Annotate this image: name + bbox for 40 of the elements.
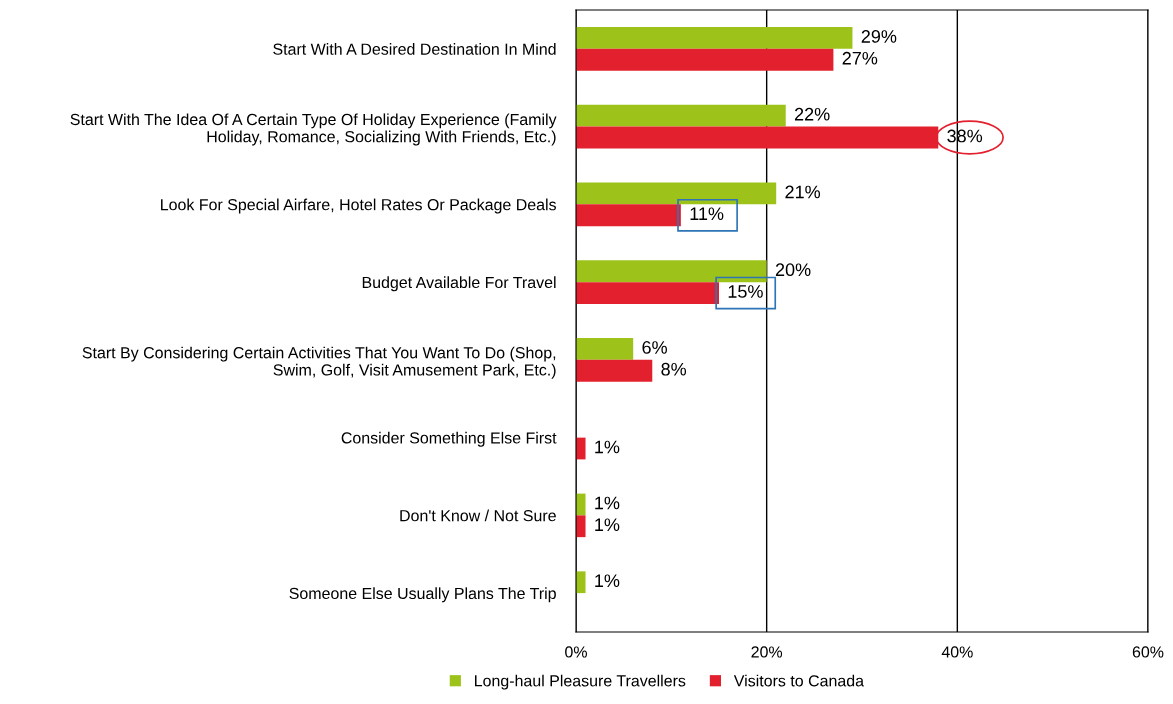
bar (576, 27, 853, 49)
data-label: 1% (595, 440, 620, 454)
y-tick-label: Look For Special Airfare, Hotel Rates Or Package Deals (161, 198, 556, 214)
bar (576, 437, 586, 460)
data-label: 29% (861, 30, 897, 43)
data-label: 22% (794, 107, 830, 121)
data-label: 27% (842, 51, 878, 65)
data-label: 20% (775, 263, 811, 277)
data-label: 8% (661, 362, 687, 376)
data-label: 1% (595, 496, 620, 510)
x-tick-label: 40% (941, 646, 973, 658)
y-tick-label: Budget Available For Travel (362, 276, 556, 292)
bar (576, 182, 777, 205)
y-tick-label: Start With The Idea Of A Certain Type Of Holiday Experience (Family Holiday, Romance, Socializing With Friends, Etc.) (70, 113, 557, 146)
bar (576, 282, 719, 304)
x-tick-label: 20% (751, 646, 783, 658)
y-tick-label: Start With A Desired Destination In Mind (273, 43, 556, 55)
bar (576, 260, 767, 283)
legend-label: Long-haul Pleasure Travellers (475, 674, 686, 690)
bar (576, 48, 834, 71)
bar (576, 338, 634, 360)
y-tick-label: Don't Know / Not Sure (400, 509, 556, 522)
y-tick-label: Someone Else Usually Plans The Trip (289, 587, 556, 603)
y-tick-label: Consider Something Else First (341, 431, 557, 447)
bar (576, 104, 786, 127)
data-label: 1% (595, 574, 620, 588)
bar (576, 515, 586, 538)
x-tick-label: 60% (1132, 646, 1164, 658)
bar (576, 493, 586, 516)
data-label: 6% (642, 341, 667, 354)
data-label: 21% (785, 185, 821, 199)
data-label: 1% (595, 518, 620, 532)
legend-label: Visitors to Canada (733, 674, 865, 687)
bar (576, 204, 681, 227)
y-tick-label: Start By Considering Certain Activities That You Want To Do (Shop, Swim, Golf, Visit Amusement Park, Etc.) (82, 346, 556, 379)
data-label: 11% (690, 207, 724, 221)
data-label: 15% (728, 285, 763, 298)
bar (576, 571, 586, 594)
x-tick-label: 0% (565, 646, 587, 658)
bar (576, 359, 653, 382)
